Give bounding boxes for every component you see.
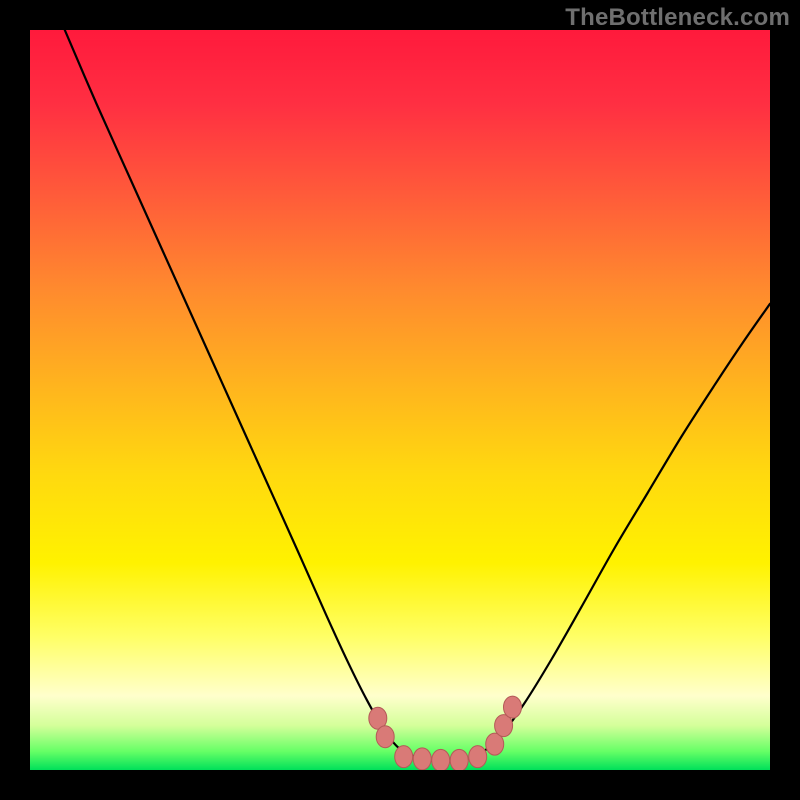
curve-marker bbox=[450, 749, 468, 771]
figure-root: TheBottleneck.com bbox=[0, 0, 800, 800]
watermark-text: TheBottleneck.com bbox=[565, 4, 790, 32]
curve-marker bbox=[395, 746, 413, 768]
curve-marker bbox=[413, 748, 431, 770]
curve-marker bbox=[376, 726, 394, 748]
bottleneck-chart bbox=[0, 0, 800, 800]
curve-marker bbox=[469, 746, 487, 768]
curve-marker bbox=[432, 749, 450, 771]
curve-marker bbox=[503, 696, 521, 718]
plot-background bbox=[30, 30, 770, 770]
